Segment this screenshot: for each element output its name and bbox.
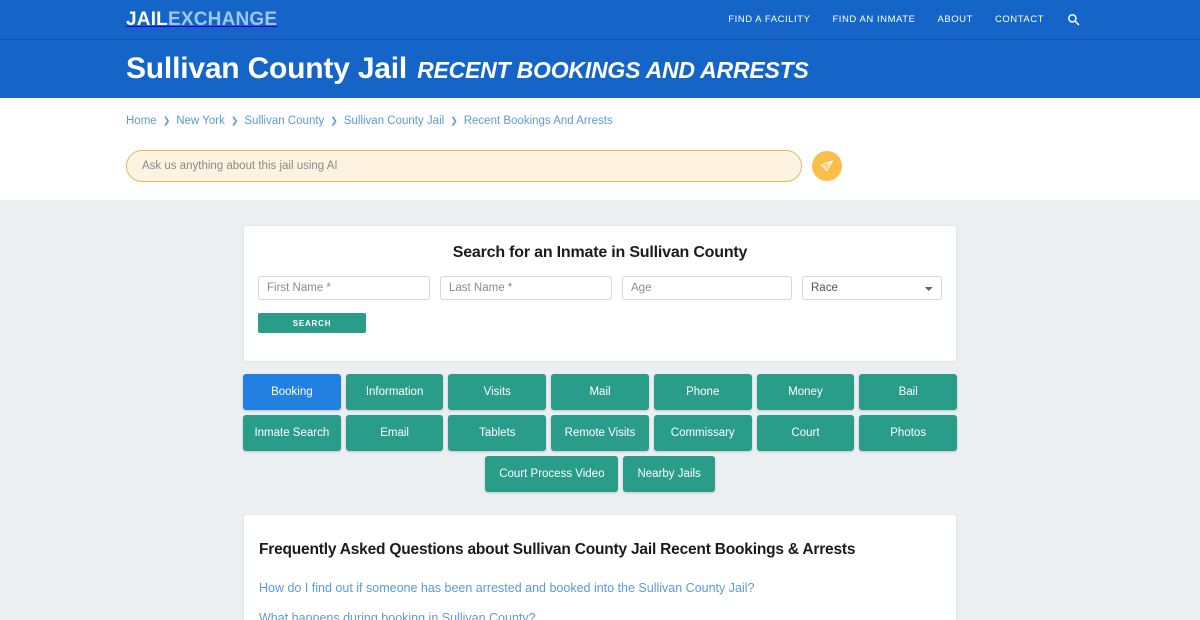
faq-title: Frequently Asked Questions about Sulliva… — [259, 541, 856, 558]
ai-search-input[interactable] — [126, 150, 802, 182]
section-tabs-row-2: Inmate Search Email Tablets Remote Visit… — [243, 415, 958, 451]
main-content: Search for an Inmate in Sullivan County … — [0, 200, 1200, 620]
logo-primary-text: JAIL — [126, 9, 168, 30]
nav-item-about[interactable]: ABOUT — [937, 14, 973, 25]
page-subtitle: RECENT BOOKINGS AND ARRESTS — [417, 57, 809, 83]
tab-court[interactable]: Court — [756, 415, 855, 451]
inmate-search-form: Race — [258, 276, 942, 300]
tab-email[interactable]: Email — [345, 415, 444, 451]
tab-booking[interactable]: Booking — [243, 374, 341, 410]
faq-card: Frequently Asked Questions about Sulliva… — [243, 514, 957, 620]
breadcrumb-separator-icon: ❯ — [230, 115, 239, 125]
ai-search-send-button[interactable] — [812, 151, 842, 181]
breadcrumb-separator-icon: ❯ — [162, 115, 171, 125]
search-icon[interactable] — [1066, 13, 1080, 27]
nav-item-find-a-facility[interactable]: FIND A FACILITY — [728, 14, 811, 25]
main-nav: FIND A FACILITY FIND AN INMATE ABOUT CON… — [728, 13, 1080, 27]
tab-court-process-video[interactable]: Court Process Video — [485, 456, 619, 492]
logo-secondary-text: EXCHANGE — [167, 9, 278, 30]
breadcrumb-separator-icon: ❯ — [330, 115, 338, 125]
tab-photos[interactable]: Photos — [859, 415, 958, 451]
ai-search-row — [120, 150, 1080, 182]
breadcrumb-and-ai-band: Home ❯ New York ❯ Sullivan County ❯ Sull… — [0, 98, 1200, 200]
breadcrumb-item-sullivan-county[interactable]: Sullivan County — [244, 115, 325, 127]
breadcrumb-item-home[interactable]: Home — [126, 115, 157, 127]
tab-nearby-jails[interactable]: Nearby Jails — [623, 456, 715, 492]
tab-bail[interactable]: Bail — [859, 374, 958, 410]
tab-phone[interactable]: Phone — [653, 374, 752, 410]
breadcrumb-item-recent-bookings-and-arrests[interactable]: Recent Bookings And Arrests — [463, 115, 613, 127]
breadcrumb-item-new-york[interactable]: New York — [176, 115, 225, 127]
inmate-search-card: Search for an Inmate in Sullivan County … — [243, 225, 957, 362]
breadcrumb-separator-icon: ❯ — [450, 115, 458, 125]
tab-mail[interactable]: Mail — [551, 374, 649, 410]
top-navigation-bar: JAILEXCHANGE FIND A FACILITY FIND AN INM… — [0, 0, 1200, 40]
last-name-input[interactable] — [440, 276, 612, 300]
tab-money[interactable]: Money — [756, 374, 855, 410]
tab-visits[interactable]: Visits — [448, 374, 547, 410]
tab-information[interactable]: Information — [345, 374, 444, 410]
inmate-search-submit-button[interactable]: SEARCH — [258, 313, 366, 333]
breadcrumb-item-sullivan-county-jail[interactable]: Sullivan County Jail — [343, 115, 445, 127]
section-tabs-row-1: Booking Information Visits Mail Phone Mo… — [243, 374, 958, 410]
section-tabs: Booking Information Visits Mail Phone Mo… — [243, 374, 958, 492]
page-title: Sullivan County Jail — [126, 52, 408, 85]
tab-remote-visits[interactable]: Remote Visits — [551, 415, 649, 451]
tab-commissary[interactable]: Commissary — [653, 415, 752, 451]
section-tabs-row-3: Court Process Video Nearby Jails — [243, 456, 957, 492]
nav-item-find-an-inmate[interactable]: FIND AN INMATE — [832, 14, 916, 25]
site-logo[interactable]: JAILEXCHANGE — [126, 10, 277, 29]
faq-question-1[interactable]: How do I find out if someone has been ar… — [259, 581, 755, 595]
inmate-search-title: Search for an Inmate in Sullivan County — [452, 244, 748, 261]
first-name-input[interactable] — [258, 276, 430, 300]
page-title-band: Sullivan County Jail RECENT BOOKINGS AND… — [0, 40, 1200, 98]
breadcrumb: Home ❯ New York ❯ Sullivan County ❯ Sull… — [120, 112, 1080, 130]
send-paper-plane-icon — [820, 159, 834, 173]
race-select[interactable]: Race — [802, 276, 942, 300]
faq-question-2[interactable]: What happens during booking in Sullivan … — [259, 611, 536, 620]
age-input[interactable] — [622, 276, 792, 300]
tab-tablets[interactable]: Tablets — [448, 415, 547, 451]
nav-item-contact[interactable]: CONTACT — [994, 14, 1044, 25]
tab-inmate-search[interactable]: Inmate Search — [243, 415, 341, 451]
